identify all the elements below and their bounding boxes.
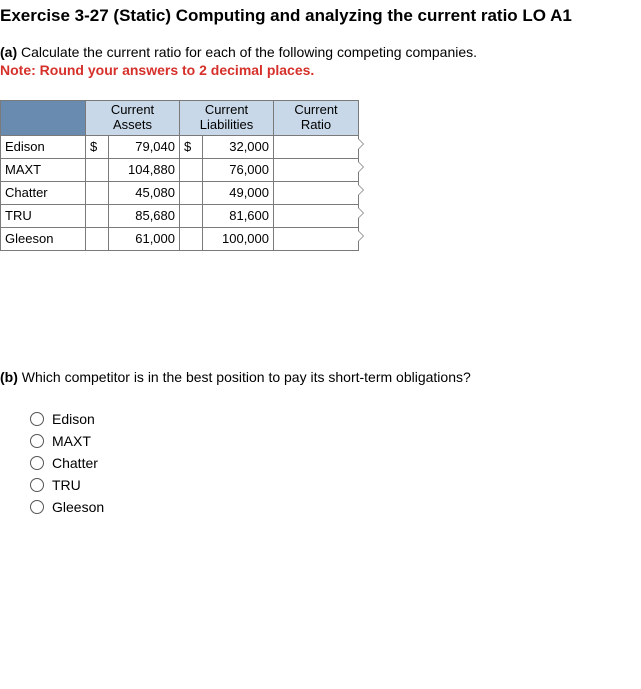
part-a-text: Calculate the current ratio for each of …	[21, 44, 477, 60]
liabilities-cell: 81,600	[203, 204, 274, 227]
ratio-table: Current Assets Current Liabilities Curre…	[0, 100, 359, 251]
part-a-label: (a)	[0, 44, 17, 60]
option-tru[interactable]: TRU	[30, 477, 641, 493]
option-maxt[interactable]: MAXT	[30, 433, 641, 449]
radio-icon	[30, 456, 44, 470]
company-cell: TRU	[1, 204, 86, 227]
liabilities-cell: 100,000	[203, 227, 274, 250]
assets-symbol: $	[86, 135, 109, 158]
assets-cell: 85,680	[109, 204, 180, 227]
radio-icon	[30, 500, 44, 514]
assets-symbol	[86, 181, 109, 204]
option-edison[interactable]: Edison	[30, 411, 641, 427]
rounding-note: Note: Round your answers to 2 decimal pl…	[0, 62, 641, 78]
assets-symbol	[86, 204, 109, 227]
part-b-prompt: (b) Which competitor is in the best posi…	[0, 369, 641, 385]
part-a-prompt: (a) Calculate the current ratio for each…	[0, 44, 641, 60]
option-chatter[interactable]: Chatter	[30, 455, 641, 471]
company-cell: Chatter	[1, 181, 86, 204]
exercise-title: Exercise 3-27 (Static) Computing and ana…	[0, 6, 641, 26]
ratio-input-cell[interactable]	[274, 227, 359, 250]
ratio-input-cell[interactable]	[274, 181, 359, 204]
company-cell: Edison	[1, 135, 86, 158]
header-assets: Current Assets	[86, 101, 180, 136]
liabilities-cell: 49,000	[203, 181, 274, 204]
part-b-label: (b)	[0, 369, 18, 385]
ratio-input-cell[interactable]	[274, 135, 359, 158]
assets-symbol	[86, 227, 109, 250]
liab-symbol: $	[180, 135, 203, 158]
header-corner	[1, 101, 86, 136]
liabilities-cell: 76,000	[203, 158, 274, 181]
liabilities-cell: 32,000	[203, 135, 274, 158]
table-row: Chatter 45,080 49,000	[1, 181, 359, 204]
table-row: MAXT 104,880 76,000	[1, 158, 359, 181]
option-label: Gleeson	[52, 499, 104, 515]
option-label: TRU	[52, 477, 81, 493]
radio-icon	[30, 434, 44, 448]
table-row: Gleeson 61,000 100,000	[1, 227, 359, 250]
radio-icon	[30, 412, 44, 426]
assets-cell: 45,080	[109, 181, 180, 204]
table-row: Edison$79,040$32,000	[1, 135, 359, 158]
liab-symbol	[180, 181, 203, 204]
header-liabilities: Current Liabilities	[180, 101, 274, 136]
company-cell: Gleeson	[1, 227, 86, 250]
option-label: Edison	[52, 411, 95, 427]
liab-symbol	[180, 227, 203, 250]
table-row: TRU 85,680 81,600	[1, 204, 359, 227]
ratio-input-cell[interactable]	[274, 158, 359, 181]
table-body: Edison$79,040$32,000MAXT104,88076,000Cha…	[1, 135, 359, 250]
option-label: MAXT	[52, 433, 91, 449]
part-b-text: Which competitor is in the best position…	[22, 369, 471, 385]
liab-symbol	[180, 204, 203, 227]
option-gleeson[interactable]: Gleeson	[30, 499, 641, 515]
assets-cell: 61,000	[109, 227, 180, 250]
liab-symbol	[180, 158, 203, 181]
assets-symbol	[86, 158, 109, 181]
radio-icon	[30, 478, 44, 492]
ratio-input-cell[interactable]	[274, 204, 359, 227]
option-label: Chatter	[52, 455, 98, 471]
company-cell: MAXT	[1, 158, 86, 181]
header-ratio: Current Ratio	[274, 101, 359, 136]
assets-cell: 104,880	[109, 158, 180, 181]
options-group: Edison MAXT Chatter TRU Gleeson	[30, 411, 641, 515]
assets-cell: 79,040	[109, 135, 180, 158]
